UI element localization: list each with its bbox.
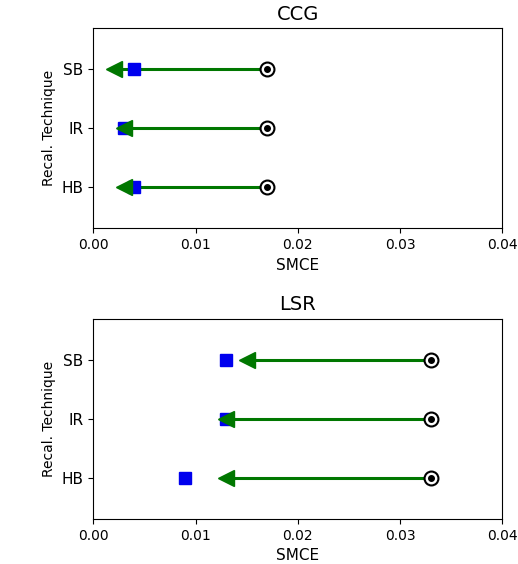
Title: CCG: CCG — [277, 5, 319, 24]
X-axis label: SMCE: SMCE — [276, 548, 320, 563]
Y-axis label: Recal. Technique: Recal. Technique — [42, 361, 56, 477]
Title: LSR: LSR — [280, 296, 316, 314]
X-axis label: SMCE: SMCE — [276, 258, 320, 273]
Y-axis label: Recal. Technique: Recal. Technique — [42, 70, 56, 186]
